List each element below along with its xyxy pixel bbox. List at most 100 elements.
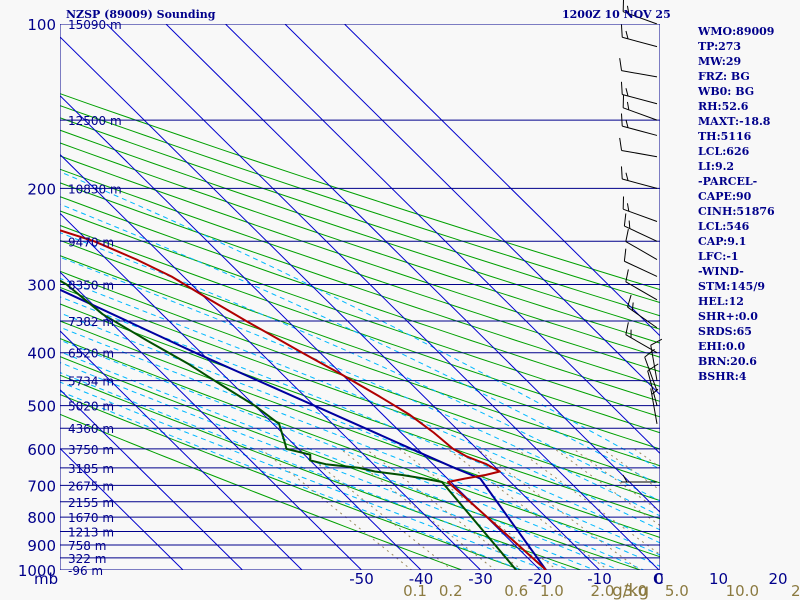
- pressure-tick-label: 200: [27, 180, 56, 198]
- height-label: 5020 m: [68, 400, 114, 414]
- wind-barb: [620, 24, 658, 48]
- mixing-ratio-tick-label: 10.0: [726, 582, 759, 600]
- wind-barb-feather: [619, 58, 623, 71]
- wind-barb: [644, 348, 658, 392]
- temperature-profile: [60, 229, 547, 570]
- height-label: 1670 m: [68, 511, 114, 525]
- mixing-ratio-tick-label: 20.0: [791, 582, 800, 600]
- index-item: TP:273: [698, 40, 742, 53]
- index-item: EHI:0.0: [698, 340, 746, 353]
- index-item: MW:29: [698, 55, 742, 68]
- index-item: TH:5116: [698, 130, 752, 143]
- wind-barb-feather: [628, 220, 631, 229]
- wind-barb-feather: [625, 30, 629, 39]
- index-item: FRZ: BG: [698, 70, 750, 83]
- index-item: SHR+:0.0: [698, 310, 758, 323]
- isotherm: [343, 24, 660, 337]
- height-label: 322 m: [68, 552, 106, 566]
- isotherm: [60, 330, 303, 570]
- index-item: CAP:9.1: [698, 235, 747, 248]
- height-label: 2675 m: [68, 479, 114, 493]
- index-item: LCL:546: [698, 220, 750, 233]
- wind-barb: [627, 294, 658, 329]
- wind-barb-feather: [625, 119, 629, 128]
- mixing-ratio-line: [602, 448, 660, 491]
- mixing-ratio-tick-label: 0.6: [504, 582, 528, 600]
- wind-barb: [622, 95, 658, 121]
- mixing-ratio-line: [260, 448, 413, 570]
- moist-adiabat: [60, 351, 621, 570]
- wind-barb-feather: [625, 172, 629, 181]
- index-item: -PARCEL-: [698, 175, 758, 188]
- wind-barb-staff: [644, 356, 658, 392]
- height-label: 3185 m: [68, 462, 114, 476]
- indices-panel: WMO:89009 TP:273 MW:29 FRZ: BG WB0: BG RH:52.…: [698, 24, 775, 384]
- pressure-tick-label: 600: [27, 441, 56, 459]
- mixing-ratio-tick-label: 1.0: [540, 582, 564, 600]
- height-label: 12500 m: [68, 114, 122, 128]
- wind-barb-staff: [624, 260, 658, 277]
- height-label: 9470 m: [68, 235, 114, 249]
- moist-adiabat: [60, 326, 660, 567]
- height-label: 8350 m: [68, 279, 114, 293]
- wind-barb-staff: [625, 281, 658, 301]
- wind-barb-feather: [625, 269, 629, 282]
- index-item: LFC:-1: [698, 250, 739, 263]
- height-label: 1213 m: [68, 525, 114, 539]
- pressure-tick-label: 300: [27, 277, 56, 295]
- wind-barb: [625, 229, 658, 260]
- index-item: -WIND-: [698, 265, 744, 278]
- temperature-tick-label: -50: [349, 570, 374, 588]
- wind-barb: [619, 58, 658, 78]
- celsius-label: C: [653, 570, 663, 588]
- index-item: CAPE:90: [698, 190, 752, 203]
- profiles-layer: [60, 229, 547, 570]
- temperature-tick-label: -20: [528, 570, 553, 588]
- temperature-tick-label: 0: [654, 570, 664, 588]
- dry-adiabat: [60, 393, 523, 570]
- moist-adiabat: [60, 381, 547, 570]
- dry-adiabat: [60, 356, 642, 570]
- isotherm: [284, 24, 660, 396]
- dry-adiabat: [60, 337, 660, 558]
- wind-barb: [623, 248, 658, 277]
- dewpoint-profile: [60, 279, 517, 570]
- temperature-tick-label: -10: [587, 570, 612, 588]
- mixing-ratio-line: [476, 448, 641, 570]
- wind-barb-feather: [625, 229, 629, 242]
- height-label: 2155 m: [68, 496, 114, 510]
- mixing-ratio-unit-label: g/kg: [612, 581, 649, 600]
- wind-barb-staff: [625, 241, 658, 260]
- moist-adiabat: [60, 171, 660, 470]
- wind-barb: [622, 0, 658, 25]
- temperature-tick-label: -40: [409, 570, 434, 588]
- mixing-ratio-line: [672, 449, 800, 582]
- wind-barb: [621, 474, 657, 483]
- height-label: 4360 m: [68, 422, 114, 436]
- moist-adiabat: [60, 371, 572, 570]
- wind-barb-feather: [626, 203, 630, 212]
- pressure-tick-label: 800: [27, 509, 56, 527]
- wind-barb-staff: [621, 149, 658, 158]
- isotherm: [224, 24, 660, 455]
- wind-barb-feather: [620, 81, 623, 95]
- isotherm: [165, 24, 660, 513]
- height-label: 6520 m: [68, 347, 114, 361]
- mixing-ratio-tick-label: 5.0: [665, 582, 689, 600]
- pressure-tick-label: 1000: [18, 562, 56, 580]
- mixing-ratio-tick-label: 0.2: [439, 582, 463, 600]
- wind-barb-staff: [621, 70, 658, 78]
- wind-barb-feather: [623, 213, 627, 227]
- isotherm: [60, 388, 244, 570]
- mixing-ratio-tick-label: 3.0: [623, 582, 647, 600]
- height-label: 7382 m: [68, 315, 114, 329]
- mixing-ratio-tick-label: 0.1: [403, 582, 427, 600]
- pressure-tick-label: 100: [27, 16, 56, 34]
- height-label: 3750 m: [68, 443, 114, 457]
- index-item: HEL:12: [698, 295, 744, 308]
- wind-barb-feather: [647, 363, 659, 372]
- dry-adiabat: [60, 286, 660, 502]
- height-label: 758 m: [68, 539, 106, 553]
- index-item: LI:9.2: [698, 160, 735, 173]
